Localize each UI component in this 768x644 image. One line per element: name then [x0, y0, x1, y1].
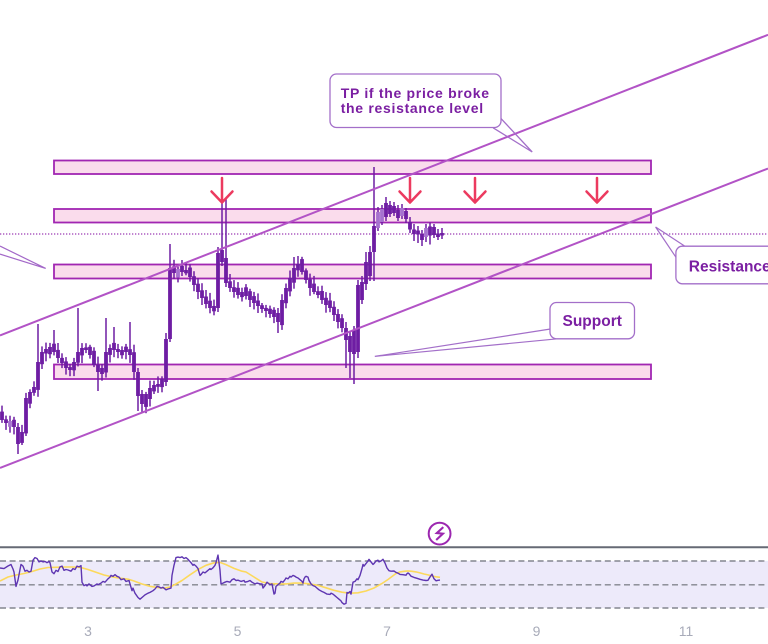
svg-text:3: 3 [84, 623, 92, 639]
svg-text:11: 11 [679, 623, 694, 639]
svg-text:5: 5 [234, 623, 242, 639]
svg-text:Resistance: Resistance [689, 259, 768, 276]
svg-text:TP if the price broke: TP if the price broke [341, 85, 490, 101]
svg-text:the resistance level: the resistance level [341, 100, 484, 116]
svg-text:9: 9 [533, 623, 541, 639]
svg-text:Support: Support [563, 313, 622, 330]
svg-text:7: 7 [383, 623, 391, 639]
